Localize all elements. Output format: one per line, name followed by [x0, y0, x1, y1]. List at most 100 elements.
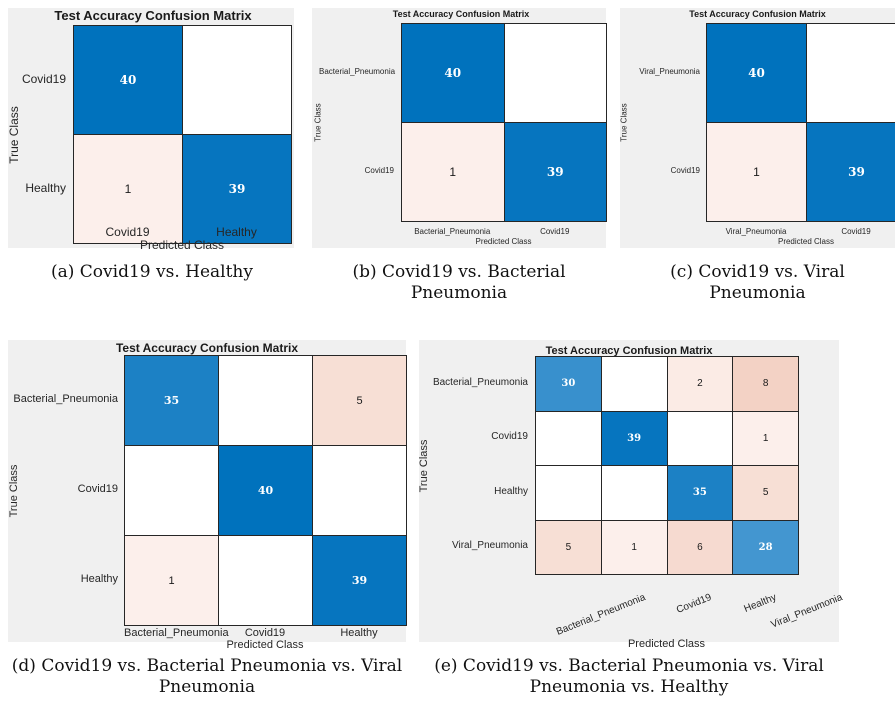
row-label: Viral_Pneumonia — [452, 540, 528, 552]
row-label: Healthy — [25, 180, 66, 195]
matrix-title: Test Accuracy Confusion Matrix — [392, 9, 530, 19]
matrix-cell: 39 — [503, 122, 607, 222]
matrix-cell: 5 — [312, 355, 407, 446]
cell-value: 40 — [257, 484, 274, 497]
matrix-cell: 28 — [732, 519, 799, 575]
matrix-cell: 40 — [73, 25, 183, 135]
cell-value: 35 — [163, 394, 180, 407]
matrix-cell: 1 — [732, 410, 799, 466]
y-axis-label: True Class — [418, 439, 430, 492]
cell-value: 40 — [444, 66, 462, 80]
column-label: Viral_Pneumonia — [725, 227, 787, 236]
matrix-cell: 39 — [312, 535, 407, 626]
figure-caption: (d) Covid19 vs. Bacterial Pneumonia vs. … — [11, 656, 403, 698]
row-label: Bacterial_Pneumonia — [432, 376, 528, 388]
column-label: Covid19 — [841, 227, 871, 236]
matrix-cell: 40 — [706, 23, 807, 123]
x-axis-label: Predicted Class — [777, 237, 835, 246]
row-label: Covid19 — [21, 71, 66, 86]
y-axis-label: True Class — [7, 106, 21, 164]
x-axis-label: Predicted Class — [475, 237, 532, 246]
row-label: Bacterial_Pneumonia — [319, 67, 396, 77]
matrix-cell: 5 — [732, 465, 799, 521]
matrix-cell — [218, 355, 313, 446]
cell-value: 39 — [351, 574, 368, 587]
row-label: Healthy — [80, 572, 118, 585]
column-label: Covid19 — [540, 227, 570, 236]
y-axis-label: True Class — [313, 103, 323, 142]
matrix-cell — [535, 410, 602, 466]
matrix-cell: 8 — [732, 356, 799, 412]
matrix-cell: 2 — [666, 356, 734, 412]
column-label: Covid19 — [244, 627, 286, 639]
cell-value: 2 — [697, 378, 703, 390]
column-label: Covid19 — [105, 225, 150, 239]
cell-value: 40 — [119, 73, 137, 87]
column-label: Healthy — [340, 627, 378, 639]
matrix-cell: 30 — [535, 356, 602, 412]
y-axis-label: True Class — [8, 464, 20, 517]
cell-value: 40 — [748, 66, 765, 80]
matrix-cell — [218, 535, 313, 626]
cell-value: 1 — [124, 182, 132, 196]
matrix-cell: 39 — [182, 134, 292, 244]
cell-value: 8 — [762, 378, 769, 390]
matrix-cell: 5 — [535, 519, 602, 575]
matrix-cell: 35 — [666, 465, 734, 521]
cell-value: 1 — [168, 574, 175, 587]
matrix-cell: 1 — [73, 134, 183, 244]
x-axis-label: Predicted Class — [139, 238, 225, 252]
x-axis-label: Predicted Class — [226, 639, 304, 651]
matrix-cell: 1 — [600, 519, 668, 575]
matrix-cell: 1 — [401, 122, 505, 222]
row-label: Covid19 — [77, 482, 118, 495]
matrix-cell — [312, 445, 407, 536]
cell-value: 39 — [546, 165, 564, 179]
cell-value: 39 — [627, 432, 642, 444]
matrix-cell: 1 — [706, 122, 807, 222]
matrix-cell: 6 — [666, 519, 734, 575]
matrix-cell: 1 — [124, 535, 219, 626]
matrix-title: Test Accuracy Confusion Matrix — [115, 341, 299, 355]
figure-caption: (c) Covid19 vs. Viral Pneumonia — [670, 262, 845, 304]
matrix-cell — [535, 465, 602, 521]
row-label: Covid19 — [364, 166, 394, 176]
column-label: Bacterial_Pneumonia — [414, 227, 491, 236]
matrix-cell — [600, 356, 668, 412]
matrix-cell — [503, 23, 607, 123]
matrix-title: Test Accuracy Confusion Matrix — [545, 345, 713, 357]
column-label: Bacterial_Pneumonia — [124, 627, 229, 639]
matrix-cell — [666, 410, 734, 466]
cell-value: 5 — [356, 394, 363, 407]
y-axis-label: True Class — [619, 103, 629, 142]
matrix-title: Test Accuracy Confusion Matrix — [689, 9, 826, 19]
row-label: Viral_Pneumonia — [639, 67, 700, 77]
figure-caption: (e) Covid19 vs. Bacterial Pneumonia vs. … — [434, 656, 824, 698]
matrix-cell: 40 — [218, 445, 313, 536]
matrix-cell: 40 — [401, 23, 505, 123]
cell-value: 1 — [762, 432, 769, 444]
row-label: Healthy — [494, 485, 528, 497]
matrix-title: Test Accuracy Confusion Matrix — [54, 8, 252, 23]
matrix-cell — [182, 25, 292, 135]
x-axis-label: Predicted Class — [627, 638, 706, 650]
cell-value: 39 — [848, 165, 865, 179]
cell-value: 5 — [565, 541, 572, 553]
matrix-cell — [124, 445, 219, 536]
matrix-cell: 39 — [806, 122, 895, 222]
figure-caption: (b) Covid19 vs. Bacterial Pneumonia — [352, 262, 566, 304]
cell-value: 28 — [758, 541, 773, 553]
matrix-cell: 39 — [600, 410, 668, 466]
cell-value: 1 — [631, 541, 637, 553]
cell-value: 1 — [449, 165, 457, 179]
row-label: Covid19 — [670, 166, 700, 176]
cell-value: 30 — [561, 378, 576, 390]
cell-value: 6 — [697, 541, 703, 553]
row-label: Bacterial_Pneumonia — [13, 392, 118, 405]
figure-caption: (a) Covid19 vs. Healthy — [51, 262, 253, 282]
column-label: Healthy — [216, 225, 257, 239]
matrix-cell — [600, 465, 668, 521]
cell-value: 5 — [762, 487, 769, 499]
cell-value: 1 — [753, 165, 760, 179]
cell-value: 39 — [228, 182, 246, 196]
